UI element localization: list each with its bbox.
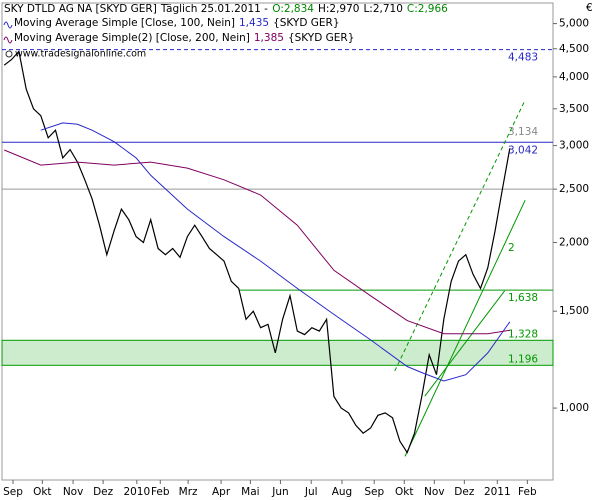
- moving-average-line: [4, 149, 510, 335]
- y-tick-label: 3,000: [559, 140, 589, 152]
- x-tick-label: Aug: [332, 486, 353, 498]
- x-tick-label: Apr: [212, 486, 231, 498]
- band-label: 1,196: [508, 353, 538, 365]
- annotation: 2: [508, 242, 515, 254]
- x-tick-label: Okt: [33, 486, 51, 498]
- level-label: 3,042: [508, 144, 538, 156]
- y-tick-label: 2,000: [559, 236, 589, 248]
- y-tick-label: 1,000: [559, 402, 589, 414]
- x-tick-label: Dez: [93, 486, 114, 498]
- x-tick-label: Sep: [3, 486, 23, 498]
- x-tick-label: Mrz: [179, 486, 198, 498]
- watermark: www.tradesignalonline.com: [15, 49, 146, 60]
- x-tick-label: 2011: [484, 486, 511, 498]
- moving-average-line: [40, 122, 511, 382]
- x-tick-label: Nov: [63, 486, 84, 498]
- legend-suffix: {SKYD GER}: [288, 32, 354, 44]
- ohlc-value: H:2,970: [318, 3, 360, 15]
- x-tick-label: 2010: [123, 486, 150, 498]
- plot-frame: [1, 2, 554, 481]
- x-tick-label: Feb: [518, 486, 537, 498]
- ohlc-value: L:2,710: [363, 3, 402, 15]
- trend-line: [394, 99, 526, 372]
- header-line: SKY DTLD AG NA [SKYD GER] Täglich 25.01.2…: [4, 3, 448, 15]
- y-tick-label: 5,000: [559, 18, 589, 30]
- x-tick-label: Jun: [271, 486, 288, 498]
- ohlc-value: C:2,966: [407, 3, 448, 15]
- x-tick-label: Sep: [364, 486, 384, 498]
- x-tick-label: Feb: [151, 486, 170, 498]
- y-tick-label: 3,500: [559, 103, 589, 115]
- y-tick-label: 4,000: [559, 71, 589, 83]
- legend-entry: Moving Average Simple [Close, 100, Nein]…: [14, 17, 340, 29]
- price-line: [3, 50, 511, 454]
- x-tick-label: Okt: [395, 486, 413, 498]
- legend-entry: Moving Average Simple(2) [Close, 200, Ne…: [14, 32, 354, 44]
- ohlc-value: O:2,834: [272, 3, 314, 15]
- title: SKY DTLD AG NA [SKYD GER]: [4, 3, 157, 15]
- x-tick-label: Dez: [454, 486, 475, 498]
- y-tick-label: 4,500: [559, 43, 589, 55]
- legend-value: 1,435: [239, 17, 269, 29]
- legend-icon: [3, 21, 13, 29]
- watermark-icon: [5, 50, 13, 58]
- level-label: 1,638: [508, 292, 538, 304]
- band-label: 1,328: [508, 328, 538, 340]
- y-tick-label: 1,500: [559, 305, 589, 317]
- y-tick-label: 2,500: [559, 183, 589, 195]
- level-label: 4,483: [508, 52, 538, 64]
- legend-icon: [3, 36, 13, 44]
- legend-value: 1,385: [254, 32, 284, 44]
- level-label: 3,134: [508, 126, 538, 138]
- x-tick-label: Mai: [241, 486, 259, 498]
- legend-name: Moving Average Simple [Close, 100, Nein]: [14, 17, 235, 29]
- currency-label: €: [586, 2, 593, 14]
- x-tick-label: Jul: [304, 486, 318, 498]
- legend-suffix: {SKYD GER}: [273, 17, 339, 29]
- trend-line: [404, 200, 526, 457]
- subtitle: Täglich 25.01.2011 -: [160, 3, 268, 15]
- legend-name: Moving Average Simple(2) [Close, 200, Ne…: [14, 32, 250, 44]
- x-tick-label: Nov: [424, 486, 445, 498]
